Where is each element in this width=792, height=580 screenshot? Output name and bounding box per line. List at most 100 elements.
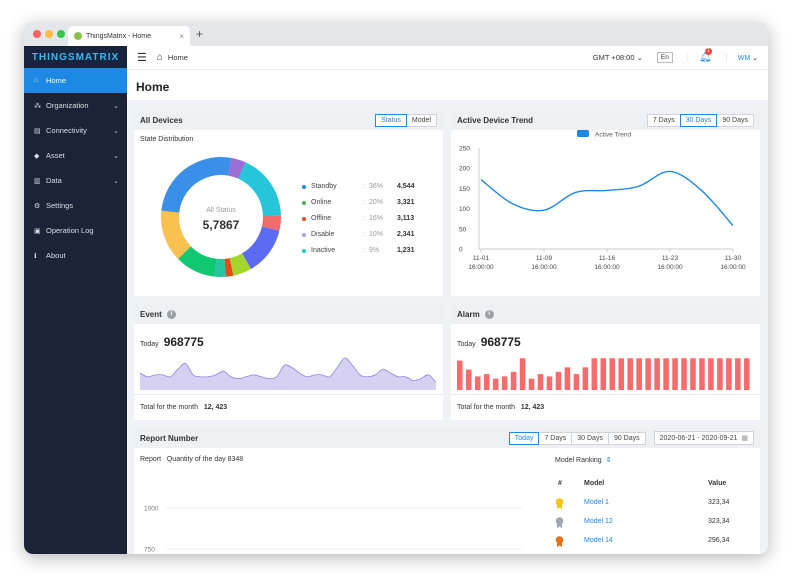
timezone-select[interactable]: GMT +08:00 ⌄: [593, 53, 643, 62]
date-range-value: 2020-06-21 - 2020-09-21: [659, 435, 738, 442]
donut-segment[interactable]: [261, 215, 281, 231]
sidebar-item-about[interactable]: ℹ About: [24, 243, 127, 268]
donut-segment[interactable]: [161, 157, 232, 213]
legend-item: Inactive:9% 1,231: [302, 247, 414, 254]
status-button[interactable]: Status: [375, 113, 407, 127]
alarm-bar[interactable]: [564, 367, 571, 390]
new-tab-button[interactable]: +: [196, 27, 204, 41]
alarm-bar[interactable]: [528, 378, 535, 390]
donut-segment[interactable]: [229, 253, 251, 276]
alarm-bar[interactable]: [726, 358, 732, 390]
alarm-bar[interactable]: [600, 358, 607, 390]
donut-segment[interactable]: [161, 210, 191, 259]
x-tick-time: 16:00:00: [468, 264, 494, 271]
alarm-bar[interactable]: [672, 358, 678, 390]
alarm-bar[interactable]: [492, 378, 499, 390]
alarm-bar[interactable]: [717, 358, 723, 390]
sidebar-item-organization[interactable]: ⁂ Organization ⌄: [24, 93, 127, 118]
alarm-bar[interactable]: [573, 374, 580, 390]
ranking-model-link[interactable]: Model 12: [584, 518, 613, 525]
alarm-bar[interactable]: [636, 358, 642, 390]
alarm-bar-chart: [457, 358, 750, 390]
sidebar-item-operation-log[interactable]: ▣ Operation Log: [24, 218, 127, 243]
donut-segment[interactable]: [178, 246, 217, 277]
alarm-bar[interactable]: [735, 358, 741, 390]
divider: [451, 394, 760, 395]
info-icon[interactable]: i: [166, 309, 176, 319]
alarm-bar[interactable]: [465, 369, 472, 390]
90-days-button[interactable]: 90 Days: [716, 113, 754, 127]
sort-icon: ⇕: [605, 457, 612, 464]
alarm-bar[interactable]: [510, 371, 517, 390]
alarm-bar[interactable]: [519, 358, 526, 390]
sidebar-item-label: Organization: [46, 101, 89, 110]
alarm-bar[interactable]: [457, 360, 463, 390]
menu-fold-icon[interactable]: ☰: [137, 52, 147, 64]
sidebar-item-asset[interactable]: ◆ Asset ⌄: [24, 143, 127, 168]
alarm-bar[interactable]: [618, 358, 625, 390]
90-days-button[interactable]: 90 Days: [607, 431, 646, 445]
user-menu[interactable]: WM ⌄: [738, 54, 758, 62]
donut-segment[interactable]: [238, 162, 281, 217]
date-range-picker[interactable]: 2020-06-21 - 2020-09-21 ▦: [653, 431, 754, 445]
chevron-down-icon: ⌄: [113, 177, 119, 185]
timezone-label: GMT +08:00: [592, 53, 635, 62]
sidebar-item-label: Operation Log: [46, 226, 94, 235]
breadcrumb[interactable]: Home: [167, 53, 188, 62]
alarm-bar[interactable]: [627, 358, 633, 390]
alarm-month: Total for the month 12, 423: [457, 404, 544, 411]
donut-segment[interactable]: [224, 258, 234, 277]
panel-header: Alarm i: [451, 304, 760, 324]
30-days-button[interactable]: 30 Days: [571, 431, 609, 445]
notification-button[interactable]: 🔔︎ 1: [699, 48, 712, 63]
alarm-bar[interactable]: [663, 358, 669, 390]
model-button[interactable]: Model: [405, 113, 437, 127]
alarm-bar[interactable]: [681, 358, 687, 390]
alarm-bar[interactable]: [645, 358, 651, 390]
chevron-down-icon: ⌄: [636, 53, 643, 62]
alarm-bar[interactable]: [591, 358, 598, 390]
donut-segment[interactable]: [241, 226, 280, 269]
alarm-bar[interactable]: [690, 358, 696, 390]
tab-close-icon[interactable]: ×: [179, 31, 184, 41]
info-icon[interactable]: i: [484, 309, 494, 319]
alarm-bar[interactable]: [474, 376, 481, 390]
chevron-down-icon: ⌄: [752, 54, 758, 62]
maximize-window-dot[interactable]: [57, 30, 65, 38]
ranking-model-link[interactable]: Model 1: [584, 499, 609, 506]
sidebar-item-home[interactable]: ⌂ Home: [24, 68, 127, 93]
asset-icon: ◆: [34, 152, 40, 160]
alarm-bar[interactable]: [483, 374, 490, 390]
model-ranking-header[interactable]: Model Ranking ⇕: [555, 456, 611, 464]
alarm-bar[interactable]: [501, 376, 508, 390]
language-button[interactable]: En: [656, 52, 673, 63]
event-line: [140, 357, 437, 383]
close-window-dot[interactable]: [33, 30, 41, 38]
sidebar-item-label: Data: [46, 176, 62, 185]
panel-header: All Devices Status Model: [134, 110, 443, 130]
sidebar-item-connectivity[interactable]: ▤ Connectivity ⌄: [24, 118, 127, 143]
legend-percent: 16%: [368, 215, 383, 222]
donut-segment[interactable]: [214, 258, 226, 277]
y-tick-label: 200: [459, 166, 470, 173]
alarm-bar[interactable]: [555, 371, 562, 390]
alarm-bar[interactable]: [546, 376, 553, 390]
7-days-button[interactable]: 7 Days: [538, 431, 573, 445]
donut-segment[interactable]: [228, 157, 246, 179]
7-days-button[interactable]: 7 Days: [646, 113, 681, 127]
30-days-button[interactable]: 30 Days: [679, 113, 718, 127]
ranking-model-link[interactable]: Model 14: [584, 537, 613, 544]
alarm-bar[interactable]: [654, 358, 660, 390]
today-button[interactable]: Today: [508, 431, 540, 445]
browser-tab[interactable]: ThingsMatrix - Home ×: [68, 26, 190, 46]
medal-icon: [555, 517, 564, 528]
alarm-bar[interactable]: [699, 358, 705, 390]
sidebar-item-settings[interactable]: ⚙ Settings: [24, 193, 127, 218]
alarm-bar[interactable]: [537, 374, 544, 390]
alarm-bar[interactable]: [609, 358, 616, 390]
minimize-window-dot[interactable]: [45, 30, 53, 38]
sidebar-item-data[interactable]: ▥ Data ⌄: [24, 168, 127, 193]
alarm-bar[interactable]: [582, 367, 589, 390]
alarm-bar[interactable]: [708, 358, 714, 390]
alarm-bar[interactable]: [744, 358, 750, 390]
